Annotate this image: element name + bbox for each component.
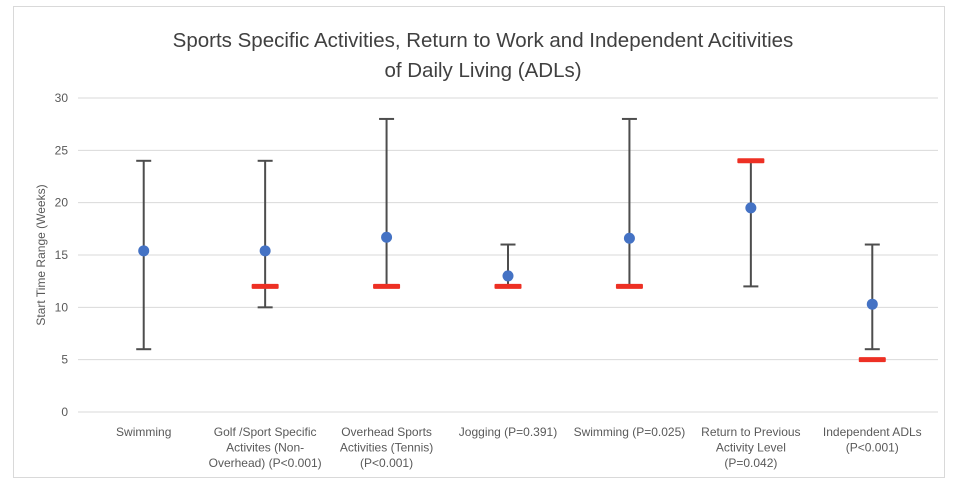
- mean-dot-marker: [259, 245, 271, 257]
- mean-dot-marker: [138, 245, 150, 257]
- mean-dot-marker: [745, 202, 757, 214]
- series-4: [494, 243, 522, 289]
- chart-title-line2: of Daily Living (ADLs): [384, 59, 581, 82]
- x-category-label: (P<0.001): [360, 456, 413, 470]
- y-tick-label: 0: [61, 405, 68, 419]
- y-tick-label: 25: [55, 143, 69, 157]
- range-dash-marker: [494, 283, 522, 289]
- range-dash-marker: [858, 357, 886, 363]
- y-axis-tick-labels: 0 5 10 15 20 25 30: [55, 91, 69, 419]
- series-7: [858, 243, 886, 363]
- x-category-label: Overhead Sports: [341, 425, 432, 439]
- mean-dot-marker: [502, 270, 514, 282]
- mean-dot-marker: [866, 298, 878, 310]
- series-6: [737, 158, 765, 288]
- mean-dot-marker: [381, 231, 393, 243]
- y-tick-label: 30: [55, 91, 69, 105]
- x-category-label: Activity Level: [716, 441, 786, 455]
- x-axis-category-labels: Swimming Golf /Sport Specific Activites (N…: [116, 425, 922, 470]
- range-dash-marker: [251, 283, 279, 289]
- x-category-label: Activites (Non-: [226, 441, 304, 455]
- x-category-label: (P<0.001): [846, 441, 899, 455]
- series-3: [373, 117, 401, 289]
- y-tick-label: 10: [55, 300, 69, 314]
- range-dash-marker: [615, 283, 643, 289]
- x-category-label: Overhead) (P<0.001): [209, 456, 322, 470]
- data-series: [136, 117, 886, 363]
- series-1: [136, 159, 152, 351]
- x-category-label: Swimming (P=0.025): [574, 425, 686, 439]
- range-dash-marker: [373, 283, 401, 289]
- y-axis-title: Start Time Range (Weeks): [34, 184, 48, 325]
- x-category-label: (P=0.042): [724, 456, 777, 470]
- series-5: [615, 117, 643, 289]
- mean-dot-marker: [623, 232, 635, 244]
- series-2: [251, 159, 279, 309]
- x-category-label: Jogging (P=0.391): [459, 425, 557, 439]
- y-tick-label: 15: [55, 248, 69, 262]
- y-tick-label: 20: [55, 196, 69, 210]
- x-category-label: Golf /Sport Specific: [214, 425, 317, 439]
- x-category-label: Swimming: [116, 425, 171, 439]
- range-dash-marker: [737, 158, 765, 164]
- chart-title-line1: Sports Specific Activities, Return to Wo…: [173, 29, 794, 52]
- x-category-label: Return to Previous: [701, 425, 800, 439]
- x-category-label: Independent ADLs: [823, 425, 922, 439]
- gridlines: [78, 97, 938, 413]
- y-tick-label: 5: [61, 353, 68, 367]
- x-category-label: Activities (Tennis): [340, 441, 433, 455]
- chart-frame: [13, 6, 945, 478]
